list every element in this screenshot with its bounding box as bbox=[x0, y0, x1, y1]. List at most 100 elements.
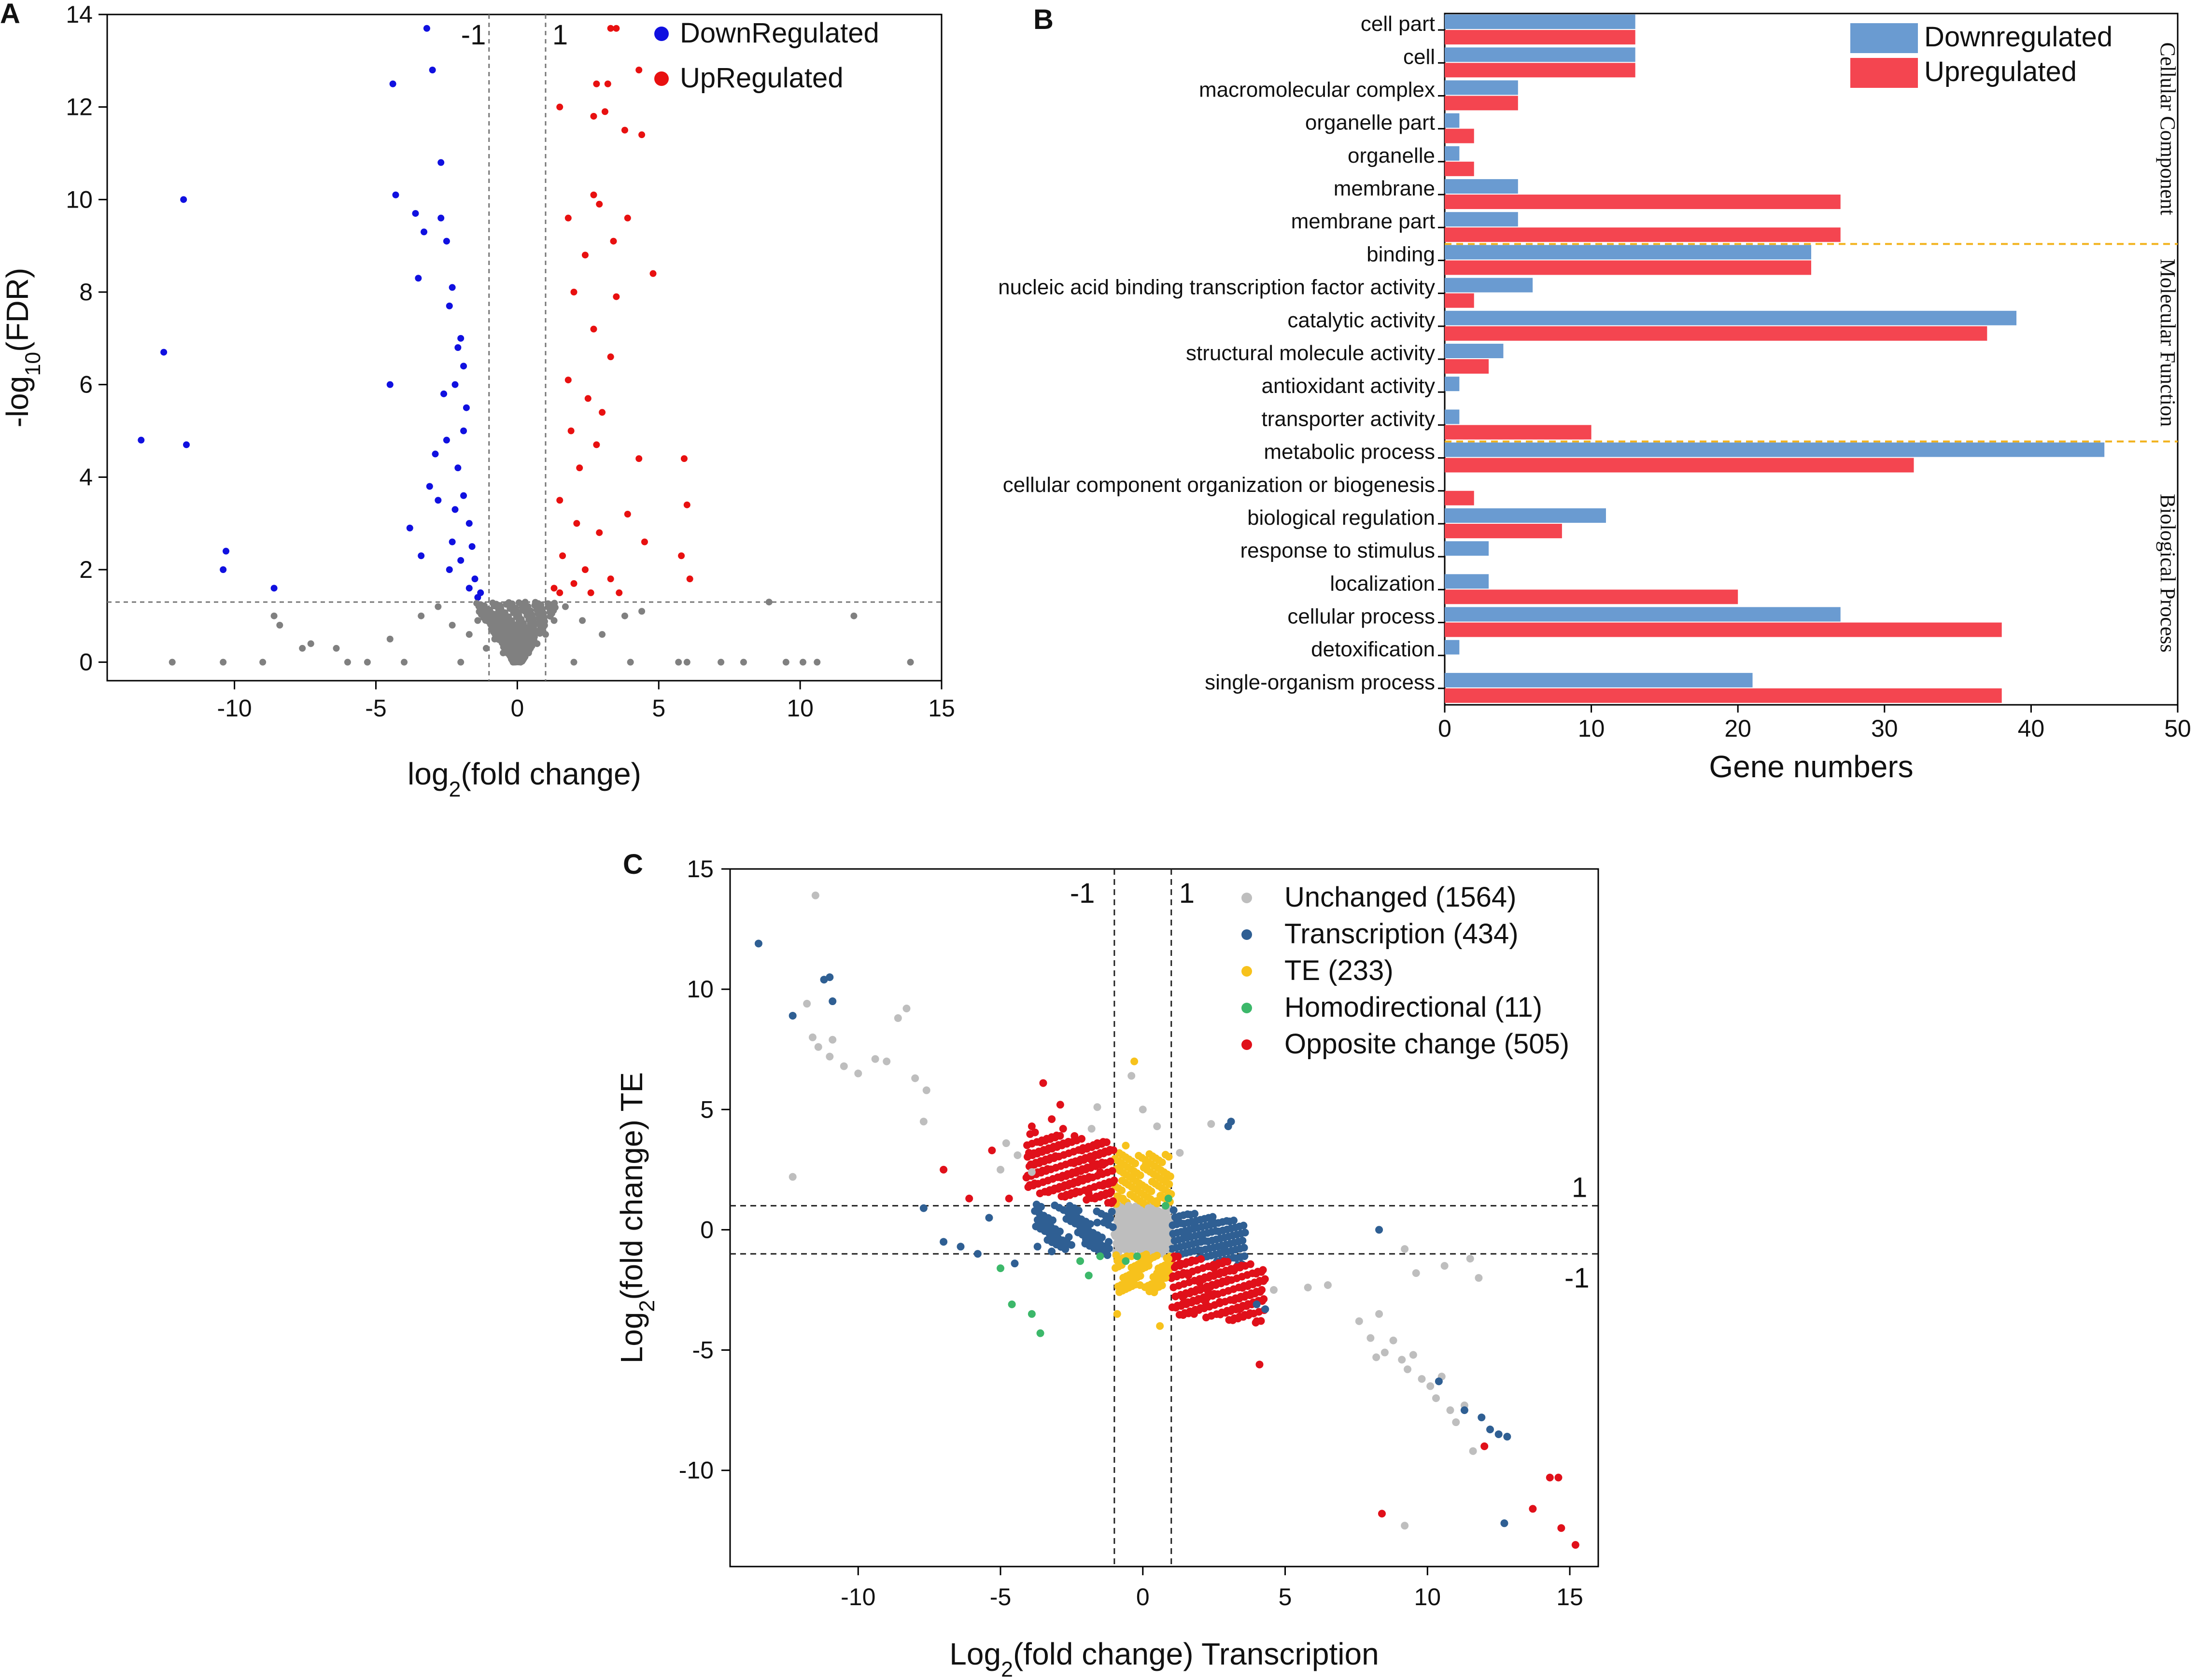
point-transcription bbox=[1061, 1245, 1070, 1253]
point-opposite bbox=[1554, 1473, 1563, 1482]
point-unchanged bbox=[997, 1165, 1005, 1174]
point-downregulated bbox=[432, 450, 439, 458]
legend-marker bbox=[1241, 893, 1252, 903]
point-upregulated bbox=[680, 455, 688, 462]
point-notsignificant bbox=[491, 611, 498, 618]
point-notsignificant bbox=[401, 658, 408, 666]
legend-swatch bbox=[1850, 58, 1918, 88]
point-transcription bbox=[985, 1214, 993, 1222]
point-opposite bbox=[1076, 1175, 1084, 1183]
point-opposite bbox=[1229, 1316, 1237, 1324]
point-te bbox=[1130, 1057, 1139, 1065]
point-transcription bbox=[826, 973, 834, 981]
point-unchanged bbox=[1440, 1262, 1449, 1270]
point-notsignificant bbox=[299, 644, 306, 652]
point-unchanged bbox=[854, 1069, 862, 1078]
legend-label: Opposite change (505) bbox=[1284, 1028, 1569, 1060]
category-label: catalytic activity bbox=[1287, 308, 1435, 332]
point-unchanged bbox=[1128, 1224, 1136, 1232]
bar-downregulated bbox=[1445, 245, 1811, 260]
point-opposite bbox=[1255, 1360, 1264, 1369]
point-notsignificant bbox=[276, 622, 283, 629]
point-opposite bbox=[1030, 1179, 1039, 1188]
point-upregulated bbox=[570, 580, 577, 587]
bar-downregulated bbox=[1445, 640, 1460, 655]
point-upregulated bbox=[624, 511, 631, 518]
point-notsignificant bbox=[765, 599, 773, 606]
point-unchanged bbox=[894, 1014, 902, 1022]
point-transcription bbox=[1074, 1206, 1083, 1215]
point-unchanged bbox=[1125, 1202, 1133, 1210]
point-opposite bbox=[1168, 1274, 1176, 1282]
point-notsignificant bbox=[551, 604, 559, 611]
point-unchanged bbox=[1269, 1286, 1278, 1294]
point-downregulated bbox=[415, 275, 422, 282]
point-unchanged bbox=[840, 1062, 848, 1070]
legend-label: Unchanged (1564) bbox=[1284, 882, 1516, 913]
point-downregulated bbox=[386, 381, 394, 388]
point-te bbox=[1153, 1269, 1161, 1277]
panel-a-letter: A bbox=[0, 0, 20, 29]
point-upregulated bbox=[678, 552, 685, 560]
bar-upregulated bbox=[1445, 30, 1635, 45]
point-downregulated bbox=[463, 404, 470, 411]
point-te bbox=[1164, 1255, 1172, 1263]
category-label: nucleic acid binding transcription facto… bbox=[998, 276, 1435, 299]
bar-upregulated bbox=[1445, 161, 1474, 176]
y-tick-label: 4 bbox=[79, 463, 93, 490]
point-opposite bbox=[1179, 1293, 1187, 1301]
bar-upregulated bbox=[1445, 326, 1987, 341]
point-unchanged bbox=[826, 1052, 834, 1061]
point-homodirectional bbox=[1161, 1202, 1169, 1210]
point-notsignificant bbox=[307, 640, 314, 647]
point-te bbox=[1145, 1150, 1154, 1158]
point-upregulated bbox=[573, 520, 580, 527]
bar-upregulated bbox=[1445, 359, 1489, 374]
point-notsignificant bbox=[907, 658, 914, 666]
point-unchanged bbox=[1446, 1406, 1454, 1414]
point-downregulated bbox=[449, 284, 456, 291]
point-notsignificant bbox=[476, 608, 483, 616]
point-unchanged bbox=[1475, 1274, 1483, 1282]
point-upregulated bbox=[624, 214, 631, 222]
y-tick-label: 10 bbox=[687, 976, 714, 1003]
point-unchanged bbox=[883, 1057, 891, 1065]
point-homodirectional bbox=[1036, 1329, 1044, 1337]
point-opposite bbox=[1099, 1138, 1107, 1146]
category-label: cell part bbox=[1361, 12, 1435, 36]
point-homodirectional bbox=[1084, 1272, 1093, 1280]
point-downregulated bbox=[180, 196, 187, 203]
point-notsignificant bbox=[481, 612, 488, 619]
point-upregulated bbox=[638, 131, 646, 139]
point-opposite bbox=[1031, 1128, 1039, 1136]
panel-b-go-bar-chart: B cell part cell macromolecular complex org… bbox=[998, 4, 2191, 784]
x-tick-label: 30 bbox=[1871, 715, 1898, 742]
y-tick-label: 12 bbox=[66, 94, 93, 121]
y-tick-label: 15 bbox=[687, 855, 714, 882]
point-opposite bbox=[988, 1146, 996, 1154]
point-downregulated bbox=[423, 25, 430, 32]
point-upregulated bbox=[607, 575, 614, 583]
point-transcription bbox=[1215, 1227, 1223, 1235]
point-transcription bbox=[1180, 1219, 1188, 1228]
point-downregulated bbox=[451, 506, 459, 513]
point-downregulated bbox=[449, 538, 456, 546]
point-opposite bbox=[1025, 1148, 1033, 1157]
point-opposite bbox=[1204, 1288, 1212, 1296]
point-opposite bbox=[1179, 1311, 1187, 1319]
point-upregulated bbox=[587, 589, 594, 596]
point-te bbox=[1114, 1282, 1122, 1290]
bar-upregulated bbox=[1445, 589, 1738, 604]
point-upregulated bbox=[601, 108, 608, 115]
point-notsignificant bbox=[418, 612, 425, 619]
x-axis-label: Gene numbers bbox=[1709, 749, 1913, 784]
point-transcription bbox=[1197, 1246, 1205, 1255]
category-label: cellular component organization or bioge… bbox=[1003, 473, 1435, 497]
point-unchanged bbox=[1380, 1348, 1389, 1357]
point-notsignificant bbox=[486, 616, 493, 624]
point-te bbox=[1147, 1187, 1155, 1195]
point-notsignificant bbox=[481, 602, 488, 609]
point-unchanged bbox=[1163, 1235, 1171, 1244]
point-notsignificant bbox=[364, 658, 371, 666]
point-downregulated bbox=[460, 363, 467, 370]
